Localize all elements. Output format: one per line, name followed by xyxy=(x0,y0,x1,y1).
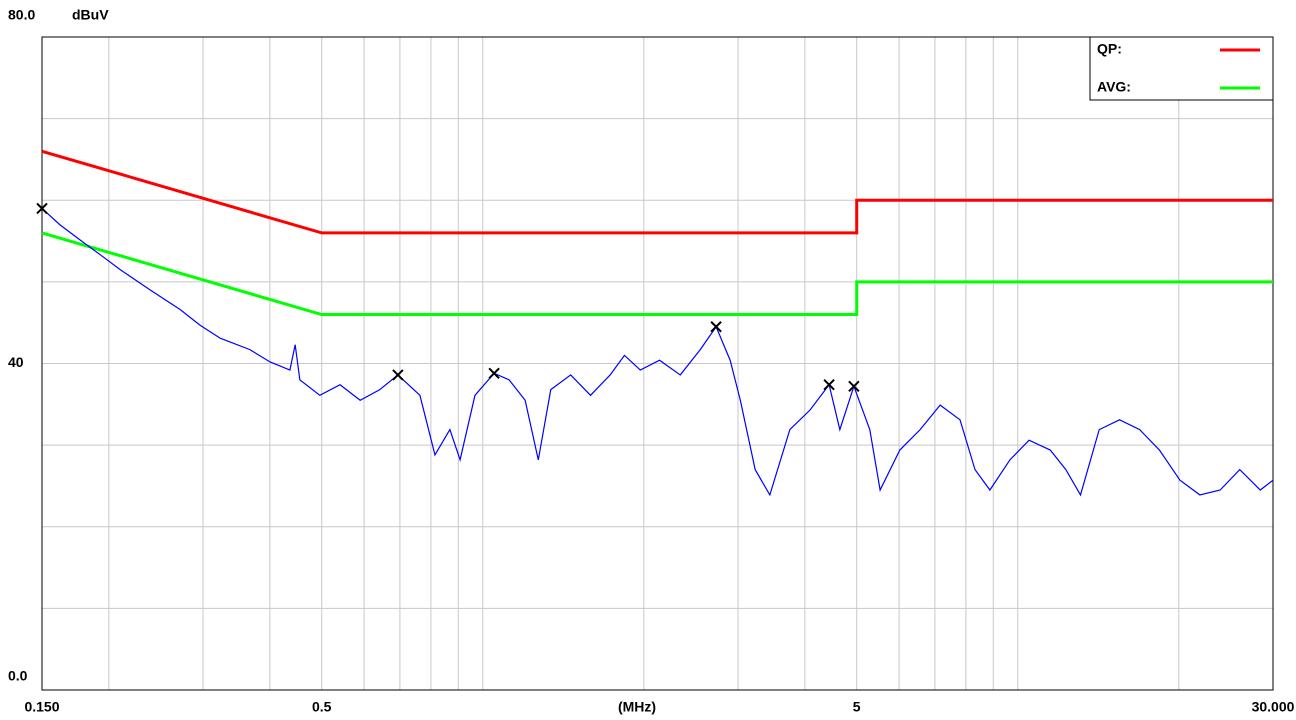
x-axis-label: (MHz) xyxy=(618,699,656,715)
legend-label: QP: xyxy=(1097,41,1122,57)
peak-marker xyxy=(823,379,835,391)
series-line xyxy=(41,231,1273,317)
x-tick-label: 30.000 xyxy=(1252,699,1295,715)
x-tick-label: 0.5 xyxy=(312,699,332,715)
plot-frame xyxy=(41,36,1274,691)
x-tick-label: 5 xyxy=(853,699,861,715)
series-line xyxy=(41,207,1274,497)
peak-marker xyxy=(848,380,860,393)
peak-marker xyxy=(36,202,48,215)
y-tick-label: 80.0 xyxy=(8,7,35,23)
y-tick-label: 0.0 xyxy=(8,668,28,684)
peak-marker xyxy=(488,367,500,380)
y-axis-label: dBuV xyxy=(72,7,109,23)
peak-marker xyxy=(392,369,404,381)
y-tick-label: 40 xyxy=(8,354,24,370)
legend-label: AVG: xyxy=(1097,79,1131,95)
x-tick-label: 0.150 xyxy=(24,699,59,715)
peak-marker xyxy=(710,321,722,333)
series-line xyxy=(41,149,1273,235)
